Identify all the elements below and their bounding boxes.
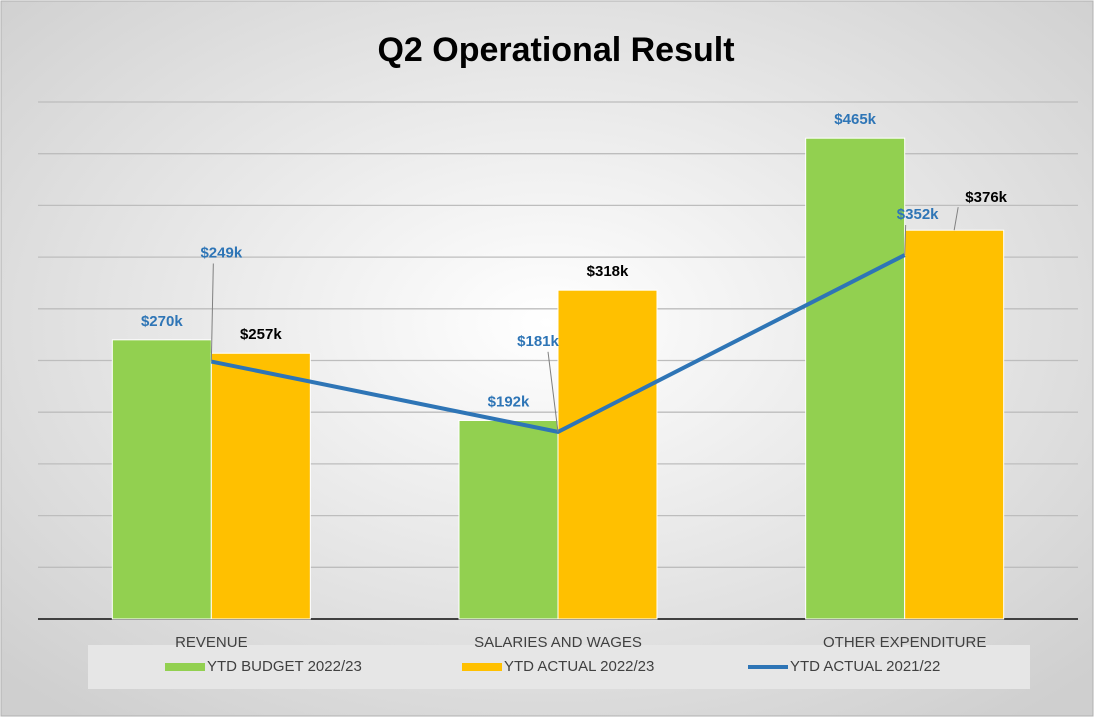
chart-title: Q2 Operational Result <box>377 31 734 69</box>
leader-line <box>904 225 907 256</box>
x-tick-label: OTHER EXPENDITURE <box>823 634 986 651</box>
legend-label: YTD BUDGET 2022/23 <box>207 658 362 675</box>
bar <box>111 339 212 620</box>
legend-label: YTD ACTUAL 2021/22 <box>790 658 940 675</box>
data-label: $376k <box>965 189 1007 206</box>
bar <box>904 229 1005 620</box>
leader-line <box>547 351 559 432</box>
data-label: $181k <box>517 333 559 350</box>
legend-label: YTD ACTUAL 2022/23 <box>504 658 654 675</box>
data-label: $352k <box>897 206 939 223</box>
bar <box>805 137 906 620</box>
data-label: $465k <box>834 111 876 128</box>
data-label: $249k <box>200 245 242 262</box>
data-label: $257k <box>240 326 282 343</box>
data-label: $318k <box>587 263 629 280</box>
bar <box>210 352 311 620</box>
bar <box>557 289 658 620</box>
x-tick-label: REVENUE <box>175 634 248 651</box>
leader-line <box>210 263 214 362</box>
x-tick-label: SALARIES AND WAGES <box>474 634 642 651</box>
data-label: $192k <box>488 393 530 410</box>
legend-box <box>88 645 1030 689</box>
bar <box>458 419 559 620</box>
leader-line <box>953 207 959 231</box>
data-label: $270k <box>141 313 183 330</box>
